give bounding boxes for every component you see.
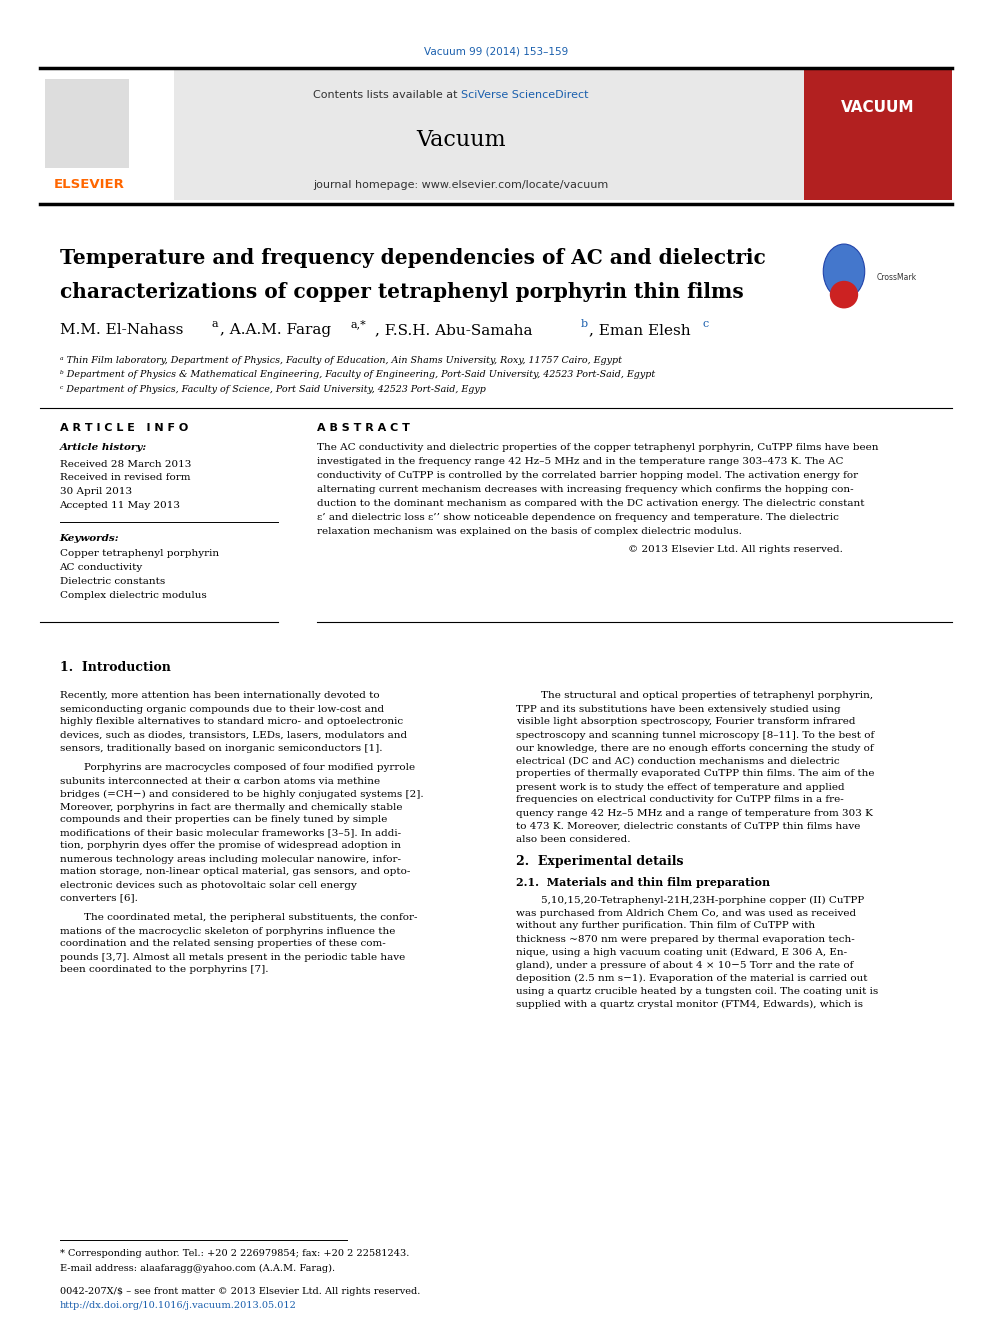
Text: Recently, more attention has been internationally devoted to: Recently, more attention has been intern… [60,692,379,700]
Text: modifications of their basic molecular frameworks [3–5]. In addi-: modifications of their basic molecular f… [60,828,401,837]
Text: numerous technology areas including molecular nanowire, infor-: numerous technology areas including mole… [60,855,401,864]
Ellipse shape [829,280,858,308]
Text: sensors, traditionally based on inorganic semiconductors [1].: sensors, traditionally based on inorgani… [60,744,382,753]
Text: b: b [580,319,587,329]
Text: Article history:: Article history: [60,443,147,452]
Text: SciVerse ScienceDirect: SciVerse ScienceDirect [461,90,589,101]
Text: The coordinated metal, the peripheral substituents, the confor-: The coordinated metal, the peripheral su… [84,913,418,922]
Text: deposition (2.5 nm s−1). Evaporation of the material is carried out: deposition (2.5 nm s−1). Evaporation of … [516,974,867,983]
Text: supplied with a quartz crystal monitor (FTM4, Edwards), which is: supplied with a quartz crystal monitor (… [516,999,863,1008]
Text: c: c [702,319,708,329]
Text: VACUUM: VACUUM [841,101,915,115]
Text: Dielectric constants: Dielectric constants [60,578,165,586]
Text: Received in revised form: Received in revised form [60,474,190,483]
Text: spectroscopy and scanning tunnel microscopy [8–11]. To the best of: spectroscopy and scanning tunnel microsc… [516,730,874,740]
Text: subunits interconnected at their α carbon atoms via methine: subunits interconnected at their α carbo… [60,777,380,786]
Text: bridges (=CH−) and considered to be highly conjugated systems [2].: bridges (=CH−) and considered to be high… [60,790,424,799]
Text: 2.1.  Materials and thin film preparation: 2.1. Materials and thin film preparation [516,877,770,888]
Text: Vacuum: Vacuum [417,130,506,151]
Text: ᵃ Thin Film laboratory, Department of Physics, Faculty of Education, Ain Shams U: ᵃ Thin Film laboratory, Department of Ph… [60,356,622,365]
Text: * Corresponding author. Tel.: +20 2 226979854; fax: +20 2 22581243.: * Corresponding author. Tel.: +20 2 2269… [60,1249,409,1258]
Text: 5,10,15,20-Tetraphenyl-21H,23H-porphine copper (II) CuTPP: 5,10,15,20-Tetraphenyl-21H,23H-porphine … [541,896,864,905]
Text: A R T I C L E   I N F O: A R T I C L E I N F O [60,423,187,433]
Text: ᶜ Department of Physics, Faculty of Science, Port Said University, 42523 Port-Sa: ᶜ Department of Physics, Faculty of Scie… [60,385,485,394]
Text: been coordinated to the porphyrins [7].: been coordinated to the porphyrins [7]. [60,966,268,975]
Text: tion, porphyrin dyes offer the promise of widespread adoption in: tion, porphyrin dyes offer the promise o… [60,841,401,851]
Text: investigated in the frequency range 42 Hz–5 MHz and in the temperature range 303: investigated in the frequency range 42 H… [317,458,844,467]
Text: also been considered.: also been considered. [516,835,630,844]
Text: present work is to study the effect of temperature and applied: present work is to study the effect of t… [516,782,844,791]
Text: nique, using a high vacuum coating unit (Edward, E 306 A, En-: nique, using a high vacuum coating unit … [516,947,847,957]
Text: coordination and the related sensing properties of these com-: coordination and the related sensing pro… [60,939,385,949]
Text: was purchased from Aldrich Chem Co, and was used as received: was purchased from Aldrich Chem Co, and … [516,909,856,917]
Text: thickness ~870 nm were prepared by thermal evaporation tech-: thickness ~870 nm were prepared by therm… [516,934,854,943]
Text: conductivity of CuTPP is controlled by the correlated barrier hopping model. The: conductivity of CuTPP is controlled by t… [317,471,858,480]
Text: © 2013 Elsevier Ltd. All rights reserved.: © 2013 Elsevier Ltd. All rights reserved… [628,545,843,554]
Text: AC conductivity: AC conductivity [60,564,143,573]
Text: devices, such as diodes, transistors, LEDs, lasers, modulators and: devices, such as diodes, transistors, LE… [60,730,407,740]
Text: 0042-207X/$ – see front matter © 2013 Elsevier Ltd. All rights reserved.: 0042-207X/$ – see front matter © 2013 El… [60,1287,420,1297]
Text: converters [6].: converters [6]. [60,893,138,902]
Text: our knowledge, there are no enough efforts concerning the study of: our knowledge, there are no enough effor… [516,744,874,753]
Text: without any further purification. Thin film of CuTPP with: without any further purification. Thin f… [516,922,815,930]
Text: , A.A.M. Farag: , A.A.M. Farag [220,323,331,337]
Ellipse shape [823,243,865,299]
Text: characterizations of copper tetraphenyl porphyrin thin films: characterizations of copper tetraphenyl … [60,282,743,302]
Text: semiconducting organic compounds due to their low-cost and: semiconducting organic compounds due to … [60,705,384,713]
Text: Vacuum 99 (2014) 153–159: Vacuum 99 (2014) 153–159 [424,48,568,57]
Text: properties of thermally evaporated CuTPP thin films. The aim of the: properties of thermally evaporated CuTPP… [516,770,874,778]
Text: Porphyrins are macrocycles composed of four modified pyrrole: Porphyrins are macrocycles composed of f… [84,763,416,773]
Text: journal homepage: www.elsevier.com/locate/vacuum: journal homepage: www.elsevier.com/locat… [313,180,609,191]
Text: a,*: a,* [350,319,366,329]
Text: to 473 K. Moreover, dielectric constants of CuTPP thin films have: to 473 K. Moreover, dielectric constants… [516,822,860,831]
Text: duction to the dominant mechanism as compared with the DC activation energy. The: duction to the dominant mechanism as com… [317,500,865,508]
Text: TPP and its substitutions have been extensively studied using: TPP and its substitutions have been exte… [516,705,840,713]
Text: 30 April 2013: 30 April 2013 [60,487,132,496]
Text: frequencies on electrical conductivity for CuTPP films in a fre-: frequencies on electrical conductivity f… [516,795,843,804]
Text: A B S T R A C T: A B S T R A C T [317,423,411,433]
Text: electrical (DC and AC) conduction mechanisms and dielectric: electrical (DC and AC) conduction mechan… [516,757,839,766]
Text: Moreover, porphyrins in fact are thermally and chemically stable: Moreover, porphyrins in fact are thermal… [60,803,402,811]
Text: quency range 42 Hz–5 MHz and a range of temperature from 303 K: quency range 42 Hz–5 MHz and a range of … [516,808,873,818]
Text: Complex dielectric modulus: Complex dielectric modulus [60,591,206,601]
Text: alternating current mechanism decreases with increasing frequency which confirms: alternating current mechanism decreases … [317,486,854,495]
Text: ELSEVIER: ELSEVIER [54,179,125,192]
Text: ᵇ Department of Physics & Mathematical Engineering, Faculty of Engineering, Port: ᵇ Department of Physics & Mathematical E… [60,370,655,380]
Text: The structural and optical properties of tetraphenyl porphyrin,: The structural and optical properties of… [541,692,873,700]
Text: CrossMark: CrossMark [877,273,917,282]
Text: The AC conductivity and dielectric properties of the copper tetraphenyl porphyri: The AC conductivity and dielectric prope… [317,443,879,452]
Text: , Eman Elesh: , Eman Elesh [589,323,690,337]
Text: , F.S.H. Abu-Samaha: , F.S.H. Abu-Samaha [375,323,533,337]
Text: ε’ and dielectric loss ε’’ show noticeable dependence on frequency and temperatu: ε’ and dielectric loss ε’’ show noticeab… [317,513,839,523]
Text: relaxation mechanism was explained on the basis of complex dielectric modulus.: relaxation mechanism was explained on th… [317,528,742,537]
Text: gland), under a pressure of about 4 × 10−5 Torr and the rate of: gland), under a pressure of about 4 × 10… [516,960,853,970]
Text: http://dx.doi.org/10.1016/j.vacuum.2013.05.012: http://dx.doi.org/10.1016/j.vacuum.2013.… [60,1302,297,1311]
Text: Received 28 March 2013: Received 28 March 2013 [60,459,190,468]
Text: E-mail address: alaafaragg@yahoo.com (A.A.M. Farag).: E-mail address: alaafaragg@yahoo.com (A.… [60,1263,334,1273]
Text: Keywords:: Keywords: [60,533,119,542]
Text: Copper tetraphenyl porphyrin: Copper tetraphenyl porphyrin [60,549,218,558]
Text: using a quartz crucible heated by a tungsten coil. The coating unit is: using a quartz crucible heated by a tung… [516,987,878,995]
Text: mation storage, non-linear optical material, gas sensors, and opto-: mation storage, non-linear optical mater… [60,868,410,877]
Text: 2.  Experimental details: 2. Experimental details [516,856,683,868]
Text: 1.  Introduction: 1. Introduction [60,662,171,675]
Text: M.M. El-Nahass: M.M. El-Nahass [60,323,183,337]
Text: pounds [3,7]. Almost all metals present in the periodic table have: pounds [3,7]. Almost all metals present … [60,953,405,962]
Text: Accepted 11 May 2013: Accepted 11 May 2013 [60,501,181,511]
Text: Contents lists available at: Contents lists available at [313,90,461,101]
Text: electronic devices such as photovoltaic solar cell energy: electronic devices such as photovoltaic … [60,881,356,889]
Text: visible light absorption spectroscopy, Fourier transform infrared: visible light absorption spectroscopy, F… [516,717,855,726]
Text: Temperature and frequency dependencies of AC and dielectric: Temperature and frequency dependencies o… [60,247,765,269]
Text: a: a [211,319,218,329]
Text: compounds and their properties can be finely tuned by simple: compounds and their properties can be fi… [60,815,387,824]
Text: highly flexible alternatives to standard micro- and optoelectronic: highly flexible alternatives to standard… [60,717,403,726]
Text: mations of the macrocyclic skeleton of porphyrins influence the: mations of the macrocyclic skeleton of p… [60,926,395,935]
